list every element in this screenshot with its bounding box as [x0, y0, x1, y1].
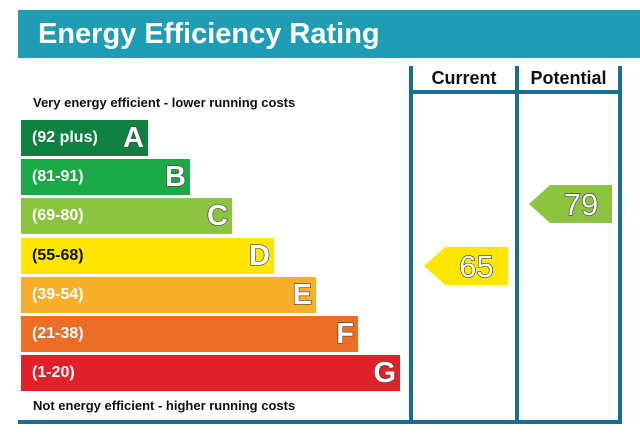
potential-rating-value: 79 — [564, 187, 598, 222]
band-g: (1-20) G — [21, 355, 400, 392]
current-rating-value: 65 — [459, 249, 493, 284]
note-inefficient: Not energy efficient - higher running co… — [33, 398, 296, 413]
band-range-label: (55-68) — [32, 246, 84, 264]
band-letter: E — [292, 278, 313, 311]
potential-arrow-shape — [529, 185, 612, 224]
potential-rating-arrow: 79 — [529, 185, 612, 224]
band-f: (21-38) F — [21, 316, 358, 352]
frame-header-underline — [409, 90, 622, 94]
column-header-potential: Potential — [530, 68, 607, 88]
band-letter: B — [164, 161, 186, 194]
band-a: (92 plus) A — [21, 120, 148, 156]
band-b: (81-91) B — [21, 159, 190, 196]
title-bar: Energy Efficiency Rating — [18, 10, 640, 58]
current-rating-arrow: 65 — [424, 246, 508, 285]
band-range-label: (92 plus) — [32, 129, 98, 146]
band-e: (39-54) E — [21, 276, 316, 313]
frame-left-divider — [409, 66, 413, 422]
current-arrow-shape — [424, 246, 508, 285]
chart-title: Energy Efficiency Rating — [38, 18, 380, 50]
band-letter: C — [206, 200, 228, 233]
note-efficient: Very energy efficient - lower running co… — [33, 95, 296, 110]
frame-bottom-border — [18, 420, 622, 424]
band-range-label: (1-20) — [32, 364, 75, 382]
band-range-label: (81-91) — [32, 168, 84, 186]
band-letter: F — [336, 317, 355, 350]
band-range-label: (69-80) — [32, 207, 84, 225]
band-letter: G — [373, 357, 397, 390]
band-letter: A — [122, 121, 144, 154]
band-letter: D — [248, 239, 270, 272]
frame-middle-divider — [515, 66, 519, 422]
band-range-label: (39-54) — [32, 285, 84, 303]
band-c: (69-80) C — [21, 198, 232, 235]
band-range-label: (21-38) — [32, 325, 84, 342]
column-header-current: Current — [431, 68, 497, 88]
band-d: (55-68) D — [21, 237, 274, 274]
frame-right-border — [618, 66, 622, 422]
